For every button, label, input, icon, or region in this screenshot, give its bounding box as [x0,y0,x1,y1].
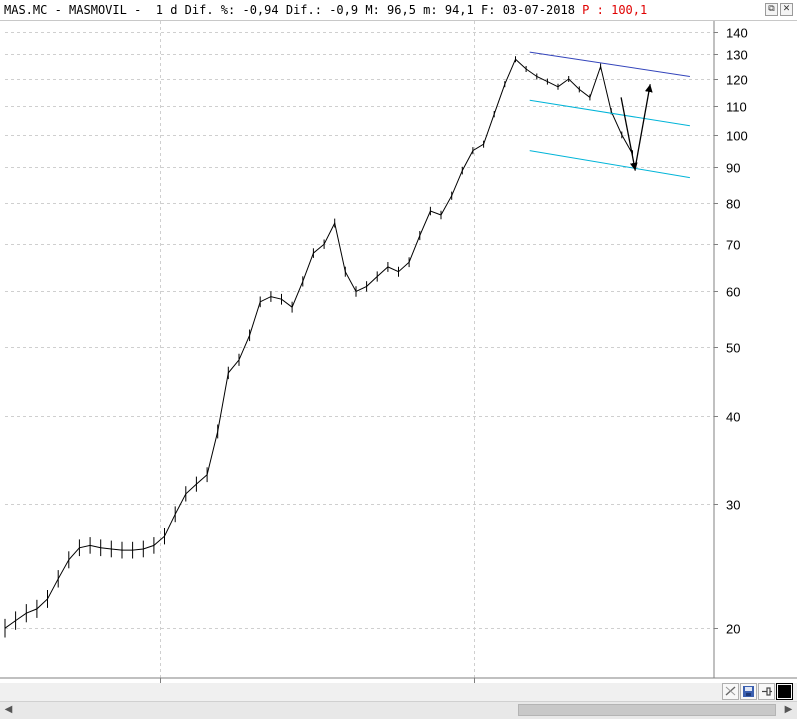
chart-background [0,21,797,683]
dif-pct-label: Dif. %: [184,3,236,17]
price-label: P [582,3,590,17]
crosshair-button[interactable] [722,683,739,700]
dif-value: -0,9 [329,3,359,17]
date-value: 03-07-2018 [502,3,575,17]
min-label: m: [423,3,438,17]
max-value: 96,5 [387,3,416,17]
price-series [4,56,633,638]
upper-channel-line[interactable] [529,51,690,77]
y-tick-label: 50 [726,341,740,356]
chart-header-info: MAS.MC - MASMOVIL - 1 d Dif. %: -0,94 Di… [4,3,648,17]
pin-button[interactable] [758,683,775,700]
scroll-right-icon[interactable]: ▶ [784,704,793,715]
min-value: 94,1 [444,3,474,17]
symbol: MAS.MC [4,3,48,17]
up-arrow[interactable] [634,84,653,168]
y-tick-label: 30 [726,498,740,513]
y-tick-label: 120 [726,73,748,88]
middle-channel-line[interactable] [529,99,690,127]
price-line [4,58,633,629]
y-tick-label: 110 [726,100,747,115]
save-icon [743,686,754,697]
y-tick-label: 70 [726,238,740,253]
y-tick-label: 100 [726,129,748,144]
y-tick-label: 90 [726,161,740,176]
lower-channel-line[interactable] [529,150,690,179]
restore-icon: ⧉ [768,4,775,14]
y-tick-label: 80 [726,197,740,212]
date-label: F: [481,3,496,17]
grid-layer [5,21,714,678]
scrollbar-thumb[interactable] [518,704,776,716]
timeframe: 1 d [155,3,178,17]
y-axis-ticks: 20 30 40 50 60 70 80 90 100 110 120 130 140 [714,26,748,637]
y-tick-label: 130 [726,48,748,63]
pin-icon [762,687,772,696]
drawings-layer[interactable] [529,51,690,179]
restore-window-button[interactable]: ⧉ [765,3,778,16]
dif-pct-value: -0,94 [242,3,279,17]
save-button[interactable] [740,683,757,700]
chart-title-bar: MAS.MC - MASMOVIL - 1 d Dif. %: -0,94 Di… [0,0,797,21]
down-arrow[interactable] [620,97,638,171]
price-value: 100,1 [611,3,648,17]
close-window-button[interactable]: ✕ [780,3,793,16]
y-tick-label: 140 [726,26,748,41]
max-label: M: [365,3,380,17]
color-square-icon [778,685,791,698]
horizontal-scrollbar[interactable]: ◀ ▶ [0,701,797,719]
y-tick-label: 40 [726,410,740,425]
y-tick-label: 60 [726,285,740,300]
close-icon: ✕ [782,4,791,14]
bottom-bar: ◀ ▶ [0,683,797,719]
crosshair-icon [725,686,736,696]
color-button[interactable] [776,683,793,700]
scroll-left-icon[interactable]: ◀ [4,704,13,715]
dif-label: Dif.: [285,3,322,17]
y-tick-label: 20 [726,622,740,637]
instrument-name: MASMOVIL [69,3,127,17]
